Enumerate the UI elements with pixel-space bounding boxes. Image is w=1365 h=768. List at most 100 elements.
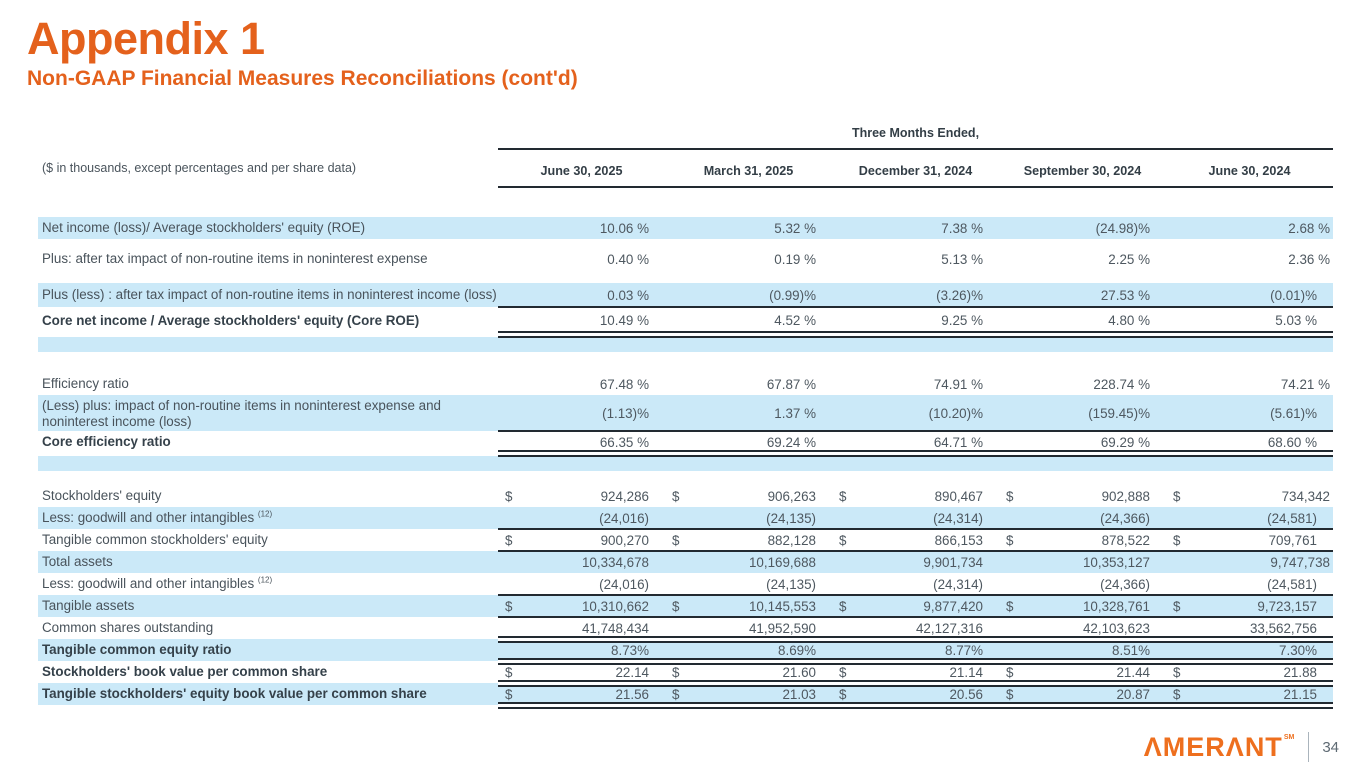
table-row: Stockholders' book value per common shar… [38,661,1333,687]
cell-value: (24,135) [766,576,816,592]
table-row: Core net income / Average stockholders' … [38,307,1333,338]
accounting-rule [498,680,1333,687]
cell-value: (159.45)% [1088,405,1150,421]
value-cell: $21.56 [498,683,665,705]
accounting-rule [498,450,1333,457]
table-row: Plus: after tax impact of non-routine it… [38,248,1333,270]
value-cell: $900,270 [498,529,665,551]
value-cell: 1.37 % [665,395,832,431]
cell-value: 42,127,316 [915,620,983,636]
cell-value: 41,748,434 [581,620,649,636]
cell-value: 900,270 [600,532,649,548]
cell-value: 20.87 [1116,686,1150,702]
column-header: June 30, 2024 [1208,164,1291,178]
value-cell: (24,016) [498,507,665,529]
cell-value: 0.03 % [607,287,649,303]
value-cell: 41,952,590 [665,617,832,639]
value-cell: 66.35 % [498,431,665,453]
cell-value: 10,169,688 [748,554,816,570]
row-label: Plus (less) : after tax impact of non-ro… [38,287,498,302]
accounting-rule [498,550,1333,552]
cell-value: 9,901,734 [923,554,983,570]
cell-value: 10,328,761 [1082,598,1150,614]
row-label: Core net income / Average stockholders' … [38,313,498,328]
value-cell: (24,366) [999,507,1166,529]
row-label-text: Stockholders' equity [42,488,162,504]
value-cell: $21.14 [832,661,999,683]
cell-value: 7.30% [1279,642,1317,658]
row-label: Less: goodwill and other intangibles (12… [38,576,498,591]
dollar-sign: $ [672,598,680,614]
value-cell: $20.87 [999,683,1166,705]
amerant-logo: ΛMERΛNTSM [1144,733,1295,761]
footer: ΛMERΛNTSM 34 [1144,732,1339,762]
cell-value: 228.74 % [1093,376,1150,392]
value-cell: 67.48 % [498,373,665,395]
value-cell: (24,581) [1166,507,1333,529]
table-row: Stockholders' equity $924,286 $906,263 $890… [38,485,1333,507]
cell-value: 21.15 [1283,686,1317,702]
row-gap [38,471,1333,485]
cell-value: 10.49 % [599,313,649,328]
row-label: Stockholders' book value per common shar… [38,664,498,679]
cell-value: 878,522 [1101,532,1150,548]
dollar-sign: $ [1173,598,1181,614]
cell-value: 22.14 [615,664,649,680]
column-header: June 30, 2025 [540,164,623,178]
value-cell: $21.15 [1166,683,1333,705]
dollar-sign: $ [505,488,513,504]
row-label-text: Total assets [42,554,113,570]
dollar-sign: $ [505,598,513,614]
row-label: Plus: after tax impact of non-routine it… [38,251,498,266]
value-cell: 42,127,316 [832,617,999,639]
value-cell: 2.25 % [999,248,1166,270]
cell-value: (0.99)% [769,287,816,303]
value-cell: 9,747,738 [1166,551,1333,573]
row-label-text: Less: goodwill and other intangibles [42,510,255,526]
value-cell: 7.30% [1166,639,1333,661]
dollar-sign: $ [505,532,513,548]
value-cell: $709,761 [1166,529,1333,551]
dollar-sign: $ [505,664,513,680]
value-cell: $21.60 [665,661,832,683]
column-header-area: Three Months Ended, June 30, 2025 March … [498,126,1333,188]
cell-value: 906,263 [767,488,816,504]
value-cell: 33,562,756 [1166,617,1333,639]
row-gap [38,239,1333,248]
span-header-rule [498,148,1333,150]
accounting-rule [498,331,1333,338]
cell-value: 8.73% [611,642,649,658]
cell-value: 882,128 [767,532,816,548]
cell-value: (1.13)% [602,405,649,421]
value-cell: 8.73% [498,639,665,661]
row-label-text: Less: goodwill and other intangibles [42,576,255,592]
value-cell: $878,522 [999,529,1166,551]
cell-value: 9.25 % [941,313,983,328]
value-cell: 4.52 % [665,307,832,334]
cell-value: 902,888 [1101,488,1150,504]
footer-divider [1308,732,1310,762]
value-cell: (24,135) [665,573,832,595]
row-label-text: Tangible common equity ratio [42,642,232,658]
cell-value: 5.32 % [774,220,816,236]
value-cell: 0.03 % [498,283,665,307]
value-cell: $9,723,157 [1166,595,1333,617]
cell-value: 7.38 % [941,220,983,236]
accounting-rule [498,658,1333,665]
dollar-sign: $ [1173,664,1181,680]
table-row: Core efficiency ratio 66.35 % 69.24 % 64.71… [38,431,1333,457]
reconciliation-table: ($ in thousands, except percentages and … [38,126,1333,709]
table-row: Plus (less) : after tax impact of non-ro… [38,283,1333,308]
table-header: ($ in thousands, except percentages and … [38,126,1333,188]
cell-value: 5.13 % [941,251,983,267]
cell-value: 890,467 [934,488,983,504]
value-cell: 10.06 % [498,217,665,239]
value-cell: 9,901,734 [832,551,999,573]
table-row: Tangible stockholders' equity book value… [38,683,1333,709]
cell-value: 33,562,756 [1249,620,1317,636]
value-cell: $734,342 [1166,485,1333,507]
cell-value: 709,761 [1268,532,1317,548]
value-cell: 7.38 % [832,217,999,239]
value-cell: (24.98)% [999,217,1166,239]
value-cell: 67.87 % [665,373,832,395]
